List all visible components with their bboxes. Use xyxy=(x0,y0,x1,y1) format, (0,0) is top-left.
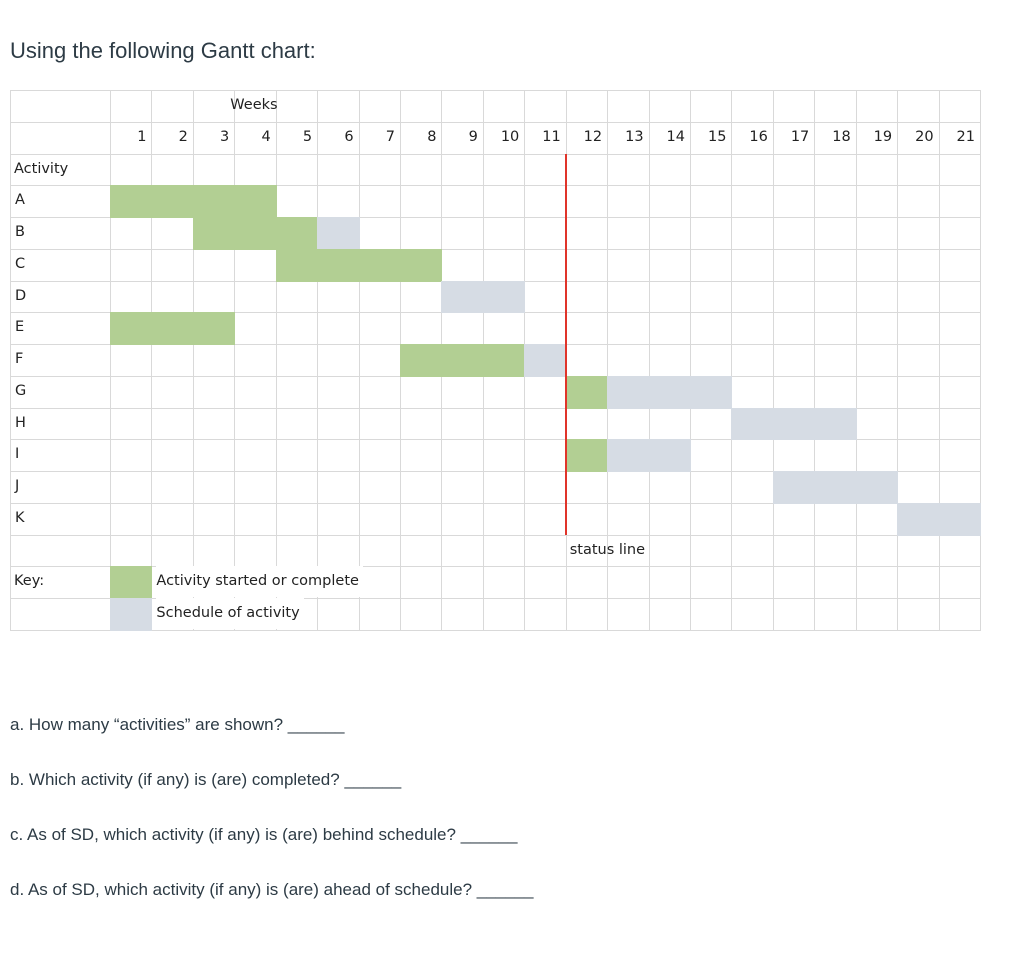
week-number: 11 xyxy=(542,128,561,145)
grid-line xyxy=(731,90,733,630)
bar-scheduled xyxy=(607,439,691,473)
question-d: d. As of SD, which activity (if any) is … xyxy=(10,880,534,899)
week-number: 2 xyxy=(178,128,188,145)
week-number: 9 xyxy=(468,128,478,145)
week-number: 10 xyxy=(500,128,520,145)
weeks-header: Weeks xyxy=(230,97,278,113)
bar-started xyxy=(110,185,277,219)
bar-scheduled xyxy=(524,344,567,377)
week-number: 6 xyxy=(344,128,354,145)
week-number: 1 xyxy=(137,128,147,145)
grid-line xyxy=(690,90,691,630)
page-title: Using the following Gantt chart: xyxy=(10,38,316,63)
activity-label: K xyxy=(15,509,25,526)
grid-line xyxy=(358,90,360,630)
grid-line xyxy=(10,598,981,600)
grid-line xyxy=(10,90,981,91)
activity-label: H xyxy=(15,414,26,431)
grid-line xyxy=(10,121,981,123)
status-line xyxy=(564,153,567,535)
activity-label: D xyxy=(15,287,27,304)
grid-line xyxy=(10,439,981,441)
grid-line xyxy=(980,90,981,630)
week-number: 14 xyxy=(666,128,685,145)
grid-line xyxy=(772,90,774,630)
legend-label: Activity started or complete xyxy=(156,566,363,598)
week-number: 8 xyxy=(427,128,437,145)
activity-label: I xyxy=(15,446,20,463)
bar-started xyxy=(275,248,443,282)
week-number: 12 xyxy=(583,128,603,145)
bar-scheduled xyxy=(441,280,526,314)
week-number: 18 xyxy=(832,128,851,145)
grid-line xyxy=(10,185,981,187)
bar-scheduled xyxy=(317,217,360,250)
grid-line xyxy=(10,90,11,630)
grid-line xyxy=(855,90,857,630)
grid-line xyxy=(192,90,194,630)
week-number: 7 xyxy=(385,128,395,145)
activity-label: E xyxy=(15,319,25,336)
grid-line xyxy=(607,90,609,630)
grid-line xyxy=(10,471,981,473)
activity-label: B xyxy=(15,224,25,241)
grid-line xyxy=(648,90,650,630)
grid-line xyxy=(10,534,981,536)
week-number: 21 xyxy=(956,128,975,145)
week-number: 16 xyxy=(749,128,768,145)
bar-started xyxy=(400,344,526,377)
activity-header: Activity xyxy=(14,160,69,177)
activity-label: F xyxy=(15,351,24,368)
grid-line xyxy=(938,90,940,630)
question-c: c. As of SD, which activity (if any) is … xyxy=(10,825,518,844)
bar-started xyxy=(192,217,319,250)
grid-line xyxy=(234,90,236,630)
activity-label: G xyxy=(15,382,27,399)
grid-line xyxy=(897,90,899,630)
grid-line xyxy=(10,630,981,631)
grid-line xyxy=(814,90,816,630)
activity-label: J xyxy=(15,478,20,495)
week-number: 5 xyxy=(302,128,313,145)
week-number: 13 xyxy=(625,128,644,145)
week-number: 20 xyxy=(915,128,934,145)
bar-scheduled xyxy=(607,375,733,409)
legend-label: Schedule of activity xyxy=(156,598,304,630)
question-a: a. How many “activities” are shown? ____… xyxy=(10,715,345,734)
week-number: 19 xyxy=(873,128,893,145)
grid-line xyxy=(151,90,153,630)
grid-line xyxy=(10,153,981,155)
grid-line xyxy=(10,407,981,409)
grid-line xyxy=(10,502,981,504)
grid-line xyxy=(317,90,319,630)
bar-started xyxy=(565,439,609,473)
legend-swatch xyxy=(110,566,153,600)
bar-scheduled xyxy=(897,502,981,536)
grid-line xyxy=(10,566,981,568)
question-b: b. Which activity (if any) is (are) comp… xyxy=(10,770,402,789)
key-label: Key: xyxy=(14,573,45,590)
activity-label: A xyxy=(15,192,25,209)
week-number: 4 xyxy=(261,128,271,145)
grid-line xyxy=(10,217,981,219)
bar-scheduled xyxy=(772,471,899,504)
week-number: 3 xyxy=(220,128,230,145)
week-number: 17 xyxy=(790,128,810,145)
grid-line xyxy=(110,90,111,630)
grid-line xyxy=(10,248,981,250)
week-number: 15 xyxy=(707,128,727,145)
grid-line xyxy=(275,90,277,630)
bar-scheduled xyxy=(731,407,857,441)
bar-started xyxy=(110,312,236,346)
legend-swatch xyxy=(110,598,153,631)
status-line-label: status line xyxy=(569,541,646,558)
activity-label: C xyxy=(15,255,26,272)
gantt-chart: A B C D E F G H I J K Weeks 1 2 3 4 5 6 7 8 9 10 11 12 13 14 15 16 1… xyxy=(10,90,981,631)
bar-started xyxy=(565,375,609,409)
